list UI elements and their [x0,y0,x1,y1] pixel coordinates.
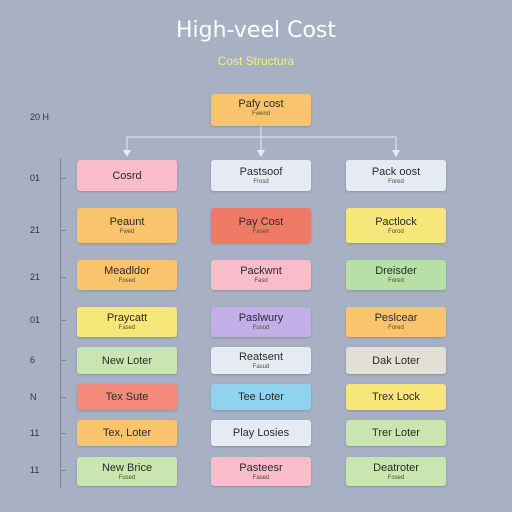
cost-node-sublabel: Fasd [254,278,268,284]
cost-node-label: Paslwury [238,312,284,324]
cost-node: Packwnt Fasd [211,260,311,290]
cost-node-sublabel: Forod [388,228,404,235]
diagram-subtitle: Cost Structura [217,54,295,68]
cost-node: Pasteesr Fased [211,457,311,486]
row-axis-tick [60,320,66,321]
row-axis-label: 20 H [30,112,50,122]
row-axis-label: 01 [30,315,41,325]
cost-node: Dreisder Fored [346,260,446,290]
cost-node: Pack oost Fored [346,160,446,191]
cost-node: Dak Loter [346,347,446,374]
root-node-label: Pafy cost [238,98,284,110]
cost-node-label: Pasteesr [239,461,283,474]
row-axis-label: 11 [30,465,40,475]
cost-node: Tee Loter [211,384,311,410]
row-axis-label: N [30,392,37,402]
row-axis-tick [60,433,66,434]
cost-node: Pactlock Forod [346,208,446,243]
cost-node-label: Pastsoof [239,165,283,178]
cost-node-label: Trer Loter [372,427,420,439]
row-axis-label: 6 [30,355,36,365]
cost-node: Peaunt Fwed [77,208,177,243]
arrow-left-icon [123,150,131,157]
cost-node: Trer Loter [346,420,446,446]
cost-node: Peslcear Fored [346,307,446,337]
cost-node-label: Pay Cost [238,215,284,228]
root-node-sublabel: Fwend [251,111,270,117]
cost-node: Paslwury Fusud [211,307,311,337]
cost-node-label: Trex Lock [372,391,420,403]
cost-node-label: New Brice [101,461,153,474]
cost-node-sublabel: Fasud [252,363,270,370]
cost-node: Praycatt Fased [77,307,177,337]
row-axis-tick [60,178,66,179]
cost-node-label: Peslcear [374,312,418,324]
cost-node-label: Pack oost [371,165,421,178]
cost-node-sublabel: Fored [388,278,404,284]
cost-node-sublabel: Fored [388,325,404,331]
cost-node: Reatsent Fasud [211,347,311,374]
cost-node: New Brice Fused [77,457,177,486]
cost-node-sublabel: Fased [118,325,136,331]
row-axis-tick [60,230,66,231]
cost-node-label: Packwnt [240,265,282,277]
cost-node-sublabel: Fused [118,474,136,481]
arrow-right-icon [392,150,400,157]
cost-node: Deatroter Fosed [346,457,446,486]
row-axis-tick [60,397,66,398]
cost-node-sublabel: Fased [252,474,270,481]
cost-node-label: Praycatt [106,312,148,324]
cost-node-sublabel: Fasen [252,228,270,235]
row-axis-label: 21 [30,225,41,235]
cost-node-sublabel: Fored [388,178,404,185]
cost-node-label: Reatsent [238,350,284,363]
cost-node: Pay Cost Fasen [211,208,311,243]
row-axis-line [60,158,61,488]
row-axis-tick [60,360,66,361]
arrow-center-icon [257,150,265,157]
cost-node-label: Tex Sute [105,391,149,403]
cost-node-label: Meadldor [104,265,150,277]
cost-node-label: Deatroter [373,461,419,474]
cost-node-label: New Loter [101,354,153,367]
cost-node: Cosrd [77,160,177,191]
cost-node-sublabel: Fosed [387,474,405,481]
diagram-title: High-veel Cost [175,18,336,43]
cost-node: Play Losies [211,420,311,446]
row-axis-label: 01 [30,173,41,183]
cost-node: Meadldor Fosed [77,260,177,290]
cost-node-label: Cosrd [112,169,142,182]
cost-node: Tex Sute [77,384,177,410]
cost-node-sublabel: Fusud [252,325,270,331]
cost-node-sublabel: Fosed [118,278,136,284]
cost-node-label: Tee Loter [238,391,284,403]
cost-node: Pastsoof Frosd [211,160,311,191]
cost-node-label: Dak Loter [372,354,420,367]
cost-node-label: Play Losies [232,427,290,439]
cost-node-sublabel: Fwed [119,228,135,235]
cost-node: Trex Lock [346,384,446,410]
cost-node: Tex, Loter [77,420,177,446]
root-node: Pafy cost Fwend [211,94,311,126]
row-axis-label: 11 [30,428,40,438]
row-axis-tick [60,470,66,471]
cost-node-sublabel: Frosd [253,178,269,185]
row-axis-tick [60,277,66,278]
row-axis-label: 21 [30,272,41,282]
cost-node-label: Tex, Loter [102,427,152,439]
cost-node: New Loter [77,347,177,374]
cost-node-label: Peaunt [109,215,145,228]
cost-node-label: Pactlock [375,215,417,228]
cost-node-label: Dreisder [375,265,417,277]
